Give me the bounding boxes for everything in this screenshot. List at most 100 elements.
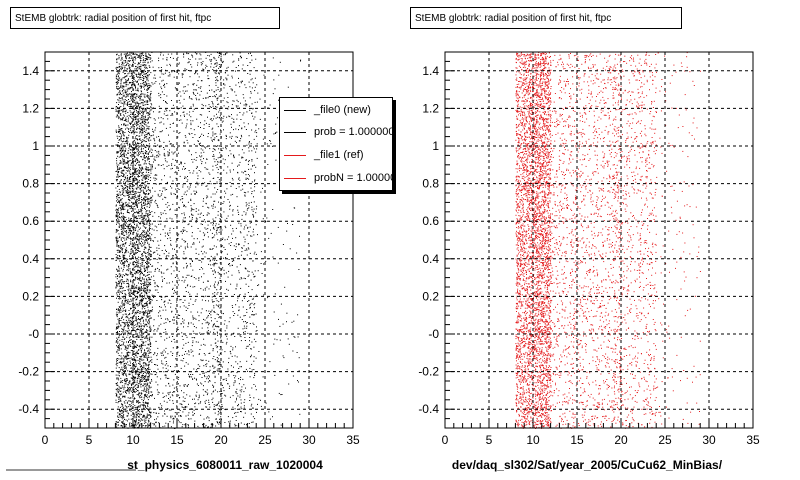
data-point xyxy=(179,91,181,93)
data-point xyxy=(187,426,189,428)
data-point xyxy=(178,233,180,235)
data-point xyxy=(115,254,117,255)
data-point xyxy=(135,363,137,365)
data-point xyxy=(121,243,123,245)
data-point xyxy=(144,395,146,397)
data-point xyxy=(192,172,194,174)
data-point xyxy=(120,67,122,69)
data-point xyxy=(122,256,124,258)
data-point xyxy=(164,196,166,198)
data-point xyxy=(178,383,179,385)
data-point xyxy=(209,313,210,314)
data-point xyxy=(129,252,131,254)
data-point xyxy=(184,229,186,231)
data-point xyxy=(243,331,244,333)
data-point xyxy=(190,193,192,195)
data-point xyxy=(229,136,231,138)
data-point xyxy=(204,390,206,392)
data-point xyxy=(203,394,205,396)
data-point xyxy=(128,270,130,272)
data-point xyxy=(146,312,148,314)
data-point xyxy=(146,128,148,130)
data-point xyxy=(116,212,118,214)
data-point xyxy=(140,280,142,282)
data-point xyxy=(155,127,157,129)
data-point xyxy=(121,368,123,370)
data-point xyxy=(117,341,119,343)
data-point xyxy=(254,275,256,277)
data-point xyxy=(181,196,183,197)
data-point xyxy=(145,134,147,135)
data-point xyxy=(139,313,141,314)
data-point xyxy=(116,240,118,242)
data-point xyxy=(150,97,152,99)
data-point xyxy=(120,238,122,240)
data-point xyxy=(160,306,162,308)
data-point xyxy=(126,411,128,413)
data-point xyxy=(127,364,129,366)
data-point xyxy=(135,352,137,354)
data-point xyxy=(246,111,248,113)
data-point xyxy=(211,393,213,395)
data-point xyxy=(135,252,137,254)
data-point xyxy=(131,149,133,151)
data-point xyxy=(235,84,237,86)
data-point xyxy=(121,98,123,100)
data-point xyxy=(133,336,135,338)
data-point xyxy=(216,183,218,184)
data-point xyxy=(165,331,167,333)
data-point xyxy=(273,133,275,135)
data-point xyxy=(216,260,218,261)
data-point xyxy=(299,413,301,415)
data-point xyxy=(141,376,142,378)
data-point xyxy=(170,193,172,195)
data-point xyxy=(195,71,197,73)
data-point xyxy=(200,171,202,173)
data-point xyxy=(216,253,218,255)
data-point xyxy=(123,133,125,135)
data-point xyxy=(146,238,148,240)
data-point xyxy=(118,118,120,120)
data-point xyxy=(201,246,203,248)
data-point xyxy=(119,276,121,278)
data-point xyxy=(122,412,124,414)
data-point xyxy=(224,320,226,322)
data-point xyxy=(136,381,138,383)
data-point xyxy=(163,332,165,333)
data-point xyxy=(130,331,132,333)
data-point xyxy=(149,222,150,224)
data-point xyxy=(129,143,131,145)
data-point xyxy=(207,416,209,418)
data-point xyxy=(203,385,204,387)
data-point xyxy=(138,259,140,261)
data-point xyxy=(122,373,124,374)
data-point xyxy=(205,391,207,393)
data-point xyxy=(219,181,221,183)
data-point xyxy=(183,305,185,307)
data-point xyxy=(219,368,221,370)
data-points xyxy=(115,52,302,429)
data-point xyxy=(129,400,131,402)
data-point xyxy=(213,324,215,326)
data-point xyxy=(251,298,253,300)
data-point xyxy=(170,266,172,268)
data-point xyxy=(203,423,205,425)
data-point xyxy=(124,223,126,225)
data-point xyxy=(148,244,150,246)
data-point xyxy=(149,203,151,205)
data-point xyxy=(129,206,131,208)
data-point xyxy=(145,376,147,378)
data-point xyxy=(198,396,200,398)
data-point xyxy=(189,172,191,174)
data-point xyxy=(129,188,131,190)
data-point xyxy=(145,298,147,300)
data-point xyxy=(225,134,227,136)
data-point xyxy=(127,160,129,162)
data-point xyxy=(216,369,218,371)
data-point xyxy=(148,356,150,358)
data-point xyxy=(141,316,143,318)
data-point xyxy=(116,223,117,225)
data-point xyxy=(229,169,231,171)
data-point xyxy=(119,204,121,206)
data-point xyxy=(144,331,146,333)
